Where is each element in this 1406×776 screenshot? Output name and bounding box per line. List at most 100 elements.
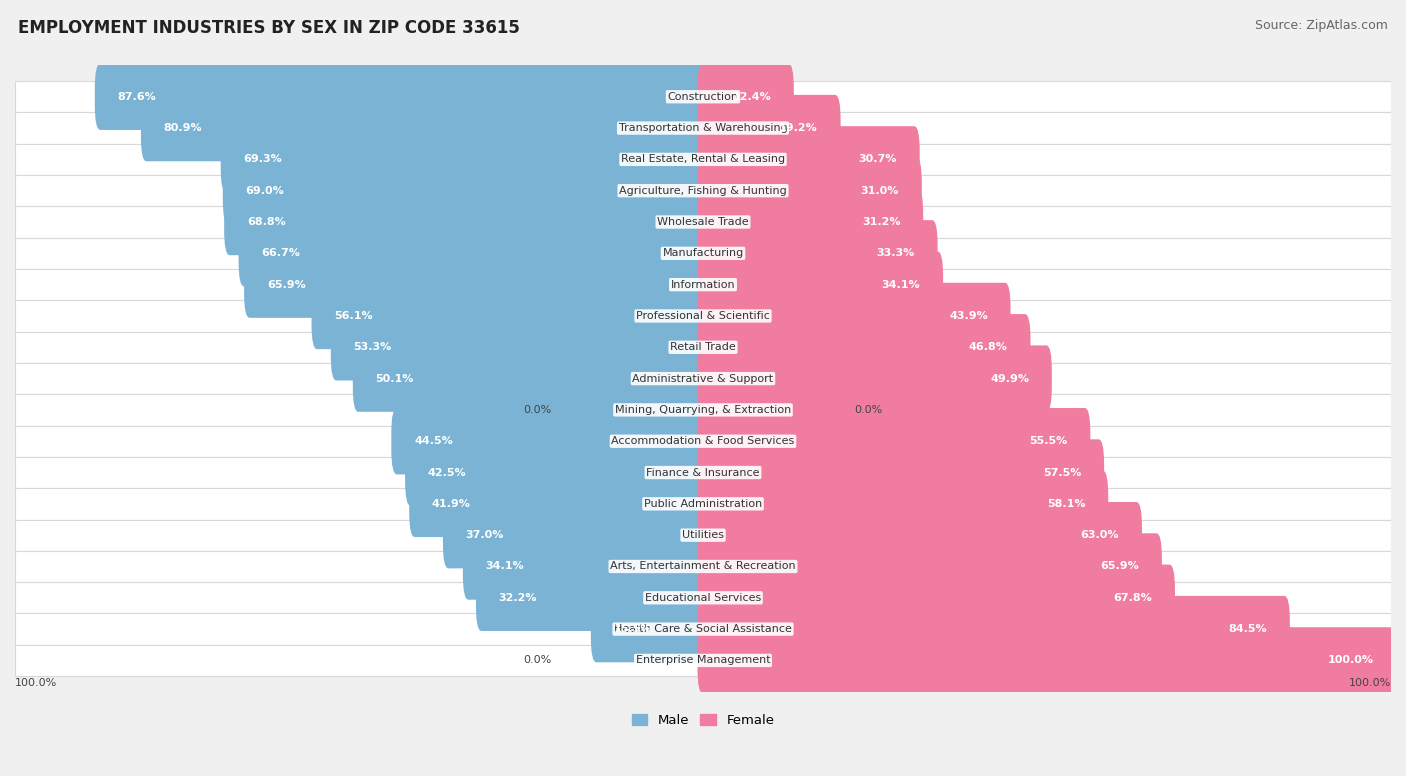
FancyBboxPatch shape (15, 425, 1391, 457)
Text: 56.1%: 56.1% (335, 311, 373, 321)
FancyBboxPatch shape (15, 144, 1391, 175)
Text: 84.5%: 84.5% (1229, 624, 1267, 634)
FancyBboxPatch shape (15, 81, 1391, 113)
FancyBboxPatch shape (697, 533, 1161, 600)
FancyBboxPatch shape (15, 551, 1391, 582)
FancyBboxPatch shape (391, 408, 709, 474)
Text: 66.7%: 66.7% (262, 248, 299, 258)
FancyBboxPatch shape (15, 113, 1391, 144)
Text: Finance & Insurance: Finance & Insurance (647, 467, 759, 477)
FancyBboxPatch shape (697, 439, 1104, 506)
FancyBboxPatch shape (245, 251, 709, 318)
FancyBboxPatch shape (221, 126, 709, 192)
FancyBboxPatch shape (15, 488, 1391, 519)
Text: Agriculture, Fishing & Hunting: Agriculture, Fishing & Hunting (619, 185, 787, 196)
FancyBboxPatch shape (15, 300, 1391, 331)
Text: Professional & Scientific: Professional & Scientific (636, 311, 770, 321)
FancyBboxPatch shape (239, 220, 709, 286)
FancyBboxPatch shape (409, 471, 709, 537)
Text: 69.3%: 69.3% (243, 154, 283, 165)
FancyBboxPatch shape (697, 471, 1108, 537)
Text: Source: ZipAtlas.com: Source: ZipAtlas.com (1254, 19, 1388, 33)
FancyBboxPatch shape (15, 363, 1391, 394)
Text: 42.5%: 42.5% (427, 467, 467, 477)
Legend: Male, Female: Male, Female (626, 708, 780, 732)
FancyBboxPatch shape (697, 502, 1142, 568)
FancyBboxPatch shape (15, 645, 1391, 676)
FancyBboxPatch shape (697, 220, 938, 286)
FancyBboxPatch shape (697, 282, 1011, 349)
FancyBboxPatch shape (477, 565, 709, 631)
Text: 32.2%: 32.2% (499, 593, 537, 603)
FancyBboxPatch shape (222, 158, 709, 224)
Text: Real Estate, Rental & Leasing: Real Estate, Rental & Leasing (621, 154, 785, 165)
Text: 80.9%: 80.9% (163, 123, 202, 133)
Text: 31.0%: 31.0% (860, 185, 898, 196)
Text: 41.9%: 41.9% (432, 499, 471, 509)
FancyBboxPatch shape (15, 331, 1391, 363)
FancyBboxPatch shape (697, 158, 922, 224)
Text: 68.8%: 68.8% (247, 217, 285, 227)
FancyBboxPatch shape (697, 251, 943, 318)
Text: EMPLOYMENT INDUSTRIES BY SEX IN ZIP CODE 33615: EMPLOYMENT INDUSTRIES BY SEX IN ZIP CODE… (18, 19, 520, 37)
Text: Mining, Quarrying, & Extraction: Mining, Quarrying, & Extraction (614, 405, 792, 415)
FancyBboxPatch shape (697, 596, 1289, 662)
Text: 37.0%: 37.0% (465, 530, 503, 540)
Text: 34.1%: 34.1% (882, 279, 921, 289)
Text: 0.0%: 0.0% (523, 405, 551, 415)
Text: 87.6%: 87.6% (118, 92, 156, 102)
Text: 57.5%: 57.5% (1043, 467, 1081, 477)
Text: 65.9%: 65.9% (1101, 562, 1139, 571)
FancyBboxPatch shape (330, 314, 709, 380)
FancyBboxPatch shape (94, 64, 709, 130)
FancyBboxPatch shape (697, 314, 1031, 380)
FancyBboxPatch shape (697, 345, 1052, 412)
FancyBboxPatch shape (463, 533, 709, 600)
Text: 19.2%: 19.2% (779, 123, 818, 133)
FancyBboxPatch shape (15, 614, 1391, 645)
FancyBboxPatch shape (312, 282, 709, 349)
FancyBboxPatch shape (353, 345, 709, 412)
FancyBboxPatch shape (141, 95, 709, 161)
FancyBboxPatch shape (697, 126, 920, 192)
Text: Wholesale Trade: Wholesale Trade (657, 217, 749, 227)
FancyBboxPatch shape (15, 237, 1391, 269)
Text: Health Care & Social Assistance: Health Care & Social Assistance (614, 624, 792, 634)
Text: 0.0%: 0.0% (855, 405, 883, 415)
FancyBboxPatch shape (697, 64, 794, 130)
Text: Administrative & Support: Administrative & Support (633, 373, 773, 383)
Text: 31.2%: 31.2% (862, 217, 900, 227)
Text: Retail Trade: Retail Trade (671, 342, 735, 352)
FancyBboxPatch shape (405, 439, 709, 506)
Text: Utilities: Utilities (682, 530, 724, 540)
Text: Manufacturing: Manufacturing (662, 248, 744, 258)
Text: Educational Services: Educational Services (645, 593, 761, 603)
Text: 50.1%: 50.1% (375, 373, 413, 383)
FancyBboxPatch shape (15, 269, 1391, 300)
Text: 67.8%: 67.8% (1114, 593, 1153, 603)
Text: 15.5%: 15.5% (613, 624, 652, 634)
FancyBboxPatch shape (697, 189, 924, 255)
FancyBboxPatch shape (697, 95, 841, 161)
Text: 100.0%: 100.0% (15, 678, 58, 688)
Text: 58.1%: 58.1% (1047, 499, 1085, 509)
FancyBboxPatch shape (224, 189, 709, 255)
FancyBboxPatch shape (15, 519, 1391, 551)
Text: 43.9%: 43.9% (949, 311, 988, 321)
Text: 44.5%: 44.5% (413, 436, 453, 446)
Text: Transportation & Warehousing: Transportation & Warehousing (619, 123, 787, 133)
Text: 69.0%: 69.0% (246, 185, 284, 196)
Text: 0.0%: 0.0% (523, 656, 551, 666)
Text: 100.0%: 100.0% (1348, 678, 1391, 688)
Text: 63.0%: 63.0% (1081, 530, 1119, 540)
Text: Public Administration: Public Administration (644, 499, 762, 509)
Text: Enterprise Management: Enterprise Management (636, 656, 770, 666)
Text: 34.1%: 34.1% (485, 562, 524, 571)
Text: 100.0%: 100.0% (1327, 656, 1374, 666)
FancyBboxPatch shape (15, 175, 1391, 206)
Text: 49.9%: 49.9% (990, 373, 1029, 383)
Text: 46.8%: 46.8% (969, 342, 1008, 352)
Text: Arts, Entertainment & Recreation: Arts, Entertainment & Recreation (610, 562, 796, 571)
FancyBboxPatch shape (443, 502, 709, 568)
FancyBboxPatch shape (591, 596, 709, 662)
